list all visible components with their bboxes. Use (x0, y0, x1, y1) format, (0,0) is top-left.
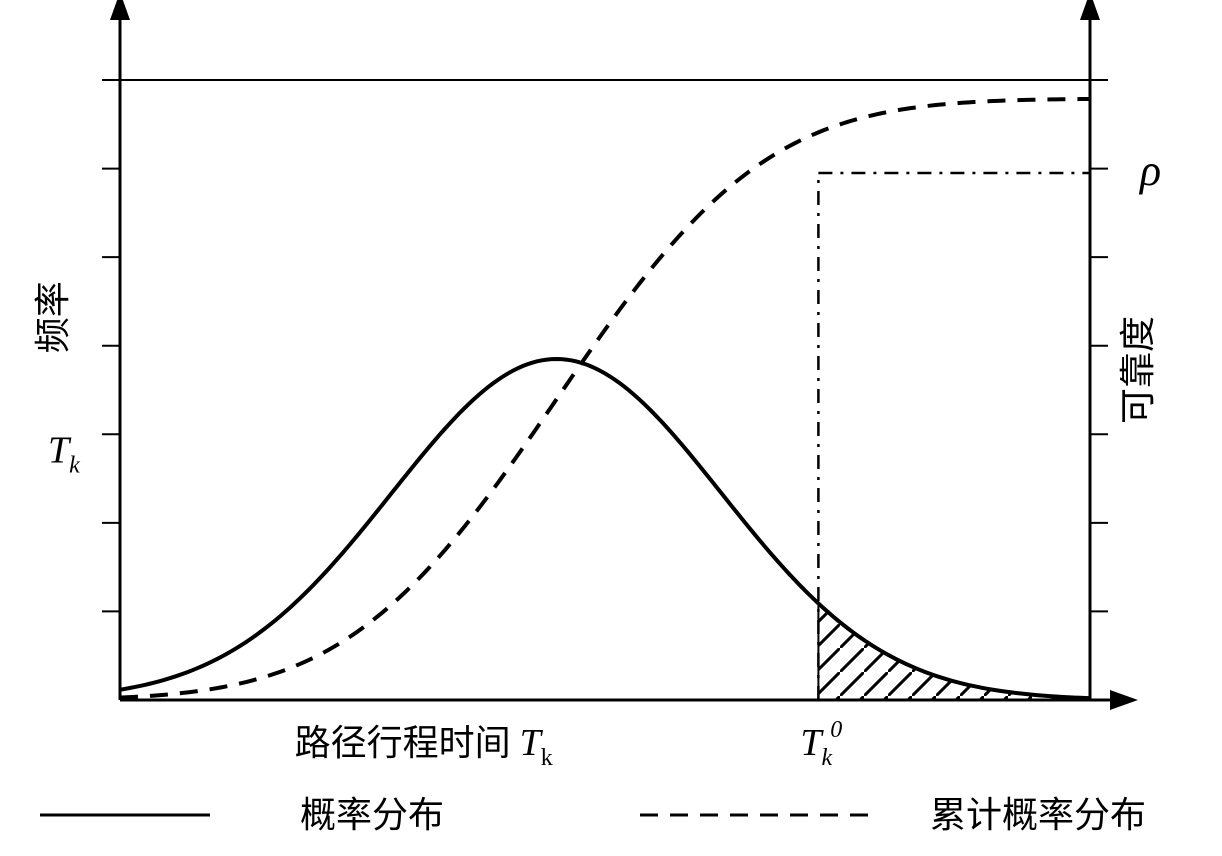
legend-dashed-label: 累计概率分布 (930, 795, 1146, 835)
tk0-label: Tk0 (800, 717, 842, 771)
pdf-curve (120, 359, 1090, 698)
y-axis-left-arrow (110, 0, 130, 20)
x-axis-label: 路径行程时间 Tk (295, 722, 553, 771)
legend-solid-label: 概率分布 (300, 795, 444, 835)
x-axis-arrow (1110, 690, 1138, 710)
left-axis-label: 频率 (33, 281, 73, 353)
rho-label: ρ (1138, 146, 1161, 195)
y-axis-right-arrow (1080, 0, 1100, 20)
chart-svg: 频率 Tk 可靠度 ρ 路径行程时间 Tk Tk0 概率分布 累计概率分布 (0, 0, 1222, 856)
cdf-curve (120, 99, 1090, 698)
right-axis-label: 可靠度 (1118, 316, 1158, 424)
chart-canvas: 频率 Tk 可靠度 ρ 路径行程时间 Tk Tk0 概率分布 累计概率分布 (0, 0, 1222, 856)
hatched-tail (818, 603, 1090, 700)
left-axis-symbol: Tk (48, 429, 80, 478)
